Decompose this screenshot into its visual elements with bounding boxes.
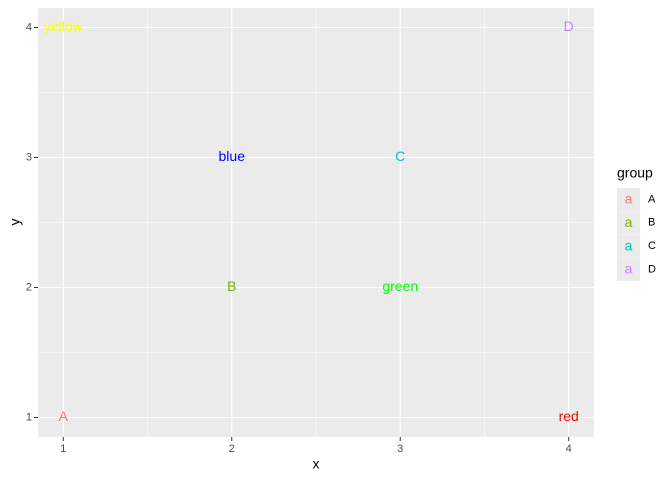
x-tick-label: 4	[566, 443, 572, 455]
legend-key	[617, 234, 640, 258]
legend-key-glyph: a	[625, 214, 633, 230]
x-tick-label: 2	[229, 443, 235, 455]
legend-label: C	[648, 240, 656, 252]
point-label: D	[564, 18, 574, 34]
legend-label: B	[648, 217, 655, 229]
legend-key-glyph: a	[625, 237, 633, 253]
x-tick-label: 1	[60, 443, 66, 455]
legend-key	[617, 188, 640, 211]
legend-key	[617, 211, 640, 235]
point-label: A	[59, 408, 69, 424]
y-tick-label: 4	[26, 21, 32, 33]
legend-key-glyph: a	[625, 191, 633, 207]
annotation: blue	[219, 148, 246, 164]
point-label: B	[227, 278, 236, 294]
legend-label: A	[648, 193, 656, 205]
annotation: yellow	[44, 18, 84, 34]
y-tick-label: 1	[26, 411, 32, 423]
y-tick-label: 3	[26, 151, 32, 163]
x-tick-label: 3	[397, 443, 403, 455]
y-tick-label: 2	[26, 281, 32, 293]
x-axis-label: x	[313, 456, 320, 472]
legend-label: D	[648, 263, 656, 275]
annotation: green	[382, 278, 418, 294]
y-axis-label: y	[7, 219, 23, 226]
point-label: C	[395, 148, 405, 164]
legend-key	[617, 257, 640, 281]
legend-key-glyph: a	[625, 261, 633, 277]
annotation: red	[559, 408, 579, 424]
legend-title: group	[617, 165, 653, 181]
